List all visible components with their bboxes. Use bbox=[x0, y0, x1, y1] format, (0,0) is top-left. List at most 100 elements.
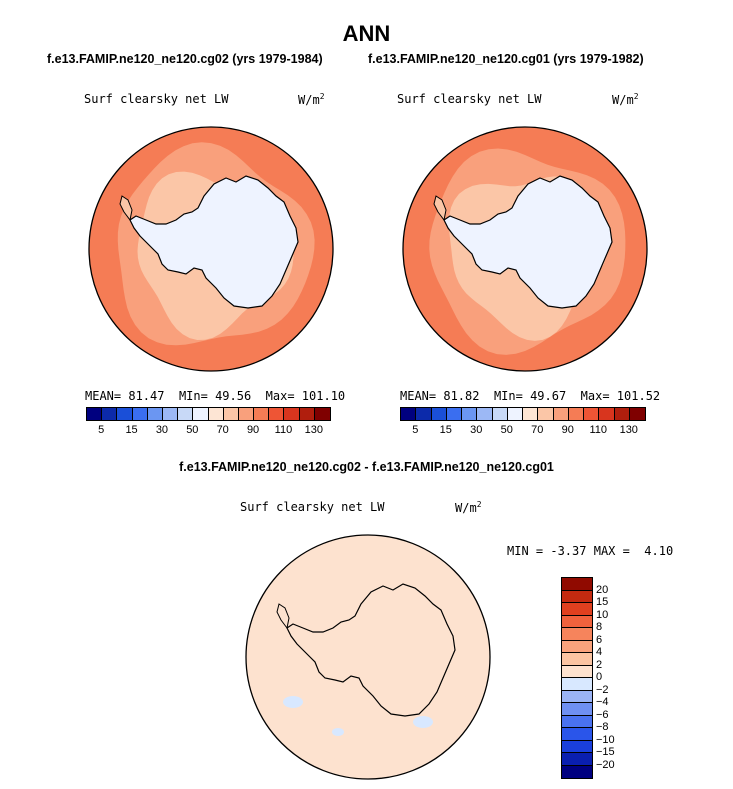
case-left-title: f.e13.FAMIP.ne120_ne120.cg02 (yrs 1979-1… bbox=[47, 52, 323, 66]
colorbar-cell bbox=[299, 408, 315, 420]
coastline bbox=[286, 583, 456, 717]
panel-right-label: Surf clearsky net LW bbox=[397, 92, 542, 106]
colorbar-level-label: 15 bbox=[596, 596, 609, 608]
colorbar-cell bbox=[431, 408, 447, 420]
colorbar-cell bbox=[553, 408, 569, 420]
colorbar-cell bbox=[208, 408, 224, 420]
colorbar-cell bbox=[562, 728, 592, 741]
stats-diff: MIN = -3.37 MAX = 4.10 bbox=[507, 544, 674, 558]
colorbar-level-label: −10 bbox=[596, 733, 615, 746]
colorbar-tick-label: 70 bbox=[216, 424, 229, 436]
colorbar-level-label: −6 bbox=[596, 708, 609, 721]
panel-right-units: W/m2 bbox=[612, 92, 639, 107]
colorbar-cell bbox=[87, 408, 103, 420]
colorbar-cell bbox=[562, 615, 592, 628]
colorbar-right bbox=[400, 407, 646, 421]
colorbar-level-label: 4 bbox=[596, 646, 603, 658]
colorbar-cell bbox=[477, 408, 493, 420]
colorbar-level-label: −20 bbox=[596, 758, 615, 771]
colorbar-tick-label: 50 bbox=[186, 424, 199, 436]
colorbar-tick-label: 90 bbox=[246, 424, 260, 436]
antarctic-peninsula bbox=[119, 195, 133, 222]
colorbar-cell bbox=[538, 408, 554, 420]
colorbar-cell bbox=[562, 715, 592, 728]
colorbar-cell bbox=[269, 408, 285, 420]
colorbar-cell bbox=[401, 408, 417, 420]
colorbar-cell bbox=[562, 678, 592, 691]
colorbar-cell bbox=[178, 408, 194, 420]
colorbar-tick-label: 5 bbox=[412, 424, 419, 436]
zone-positive-patches-3 bbox=[273, 556, 333, 588]
page-title: ANN bbox=[342, 21, 391, 46]
colorbar-cell bbox=[584, 408, 600, 420]
map-border bbox=[245, 534, 491, 780]
colorbar-cell bbox=[562, 665, 592, 678]
colorbar-left bbox=[86, 407, 331, 421]
colorbar-cell bbox=[562, 690, 592, 703]
colorbar-cell bbox=[523, 408, 539, 420]
colorbar-level-label: 8 bbox=[596, 621, 603, 633]
colorbar-cell bbox=[562, 703, 592, 716]
colorbar-cell bbox=[117, 408, 133, 420]
stats-left: MEAN= 81.47 MIn= 49.56 Max= 101.10 bbox=[85, 389, 346, 403]
colorbar-tick-label: 15 bbox=[125, 424, 138, 436]
colorbar-tick-label: 50 bbox=[500, 424, 513, 436]
zone-continent bbox=[129, 175, 299, 309]
map-left bbox=[88, 126, 334, 372]
colorbar-level-label: −15 bbox=[596, 746, 615, 758]
zone-positive-patches-0 bbox=[353, 594, 433, 650]
colorbar-cell bbox=[562, 578, 592, 591]
colorbar-tick-label: 70 bbox=[531, 424, 544, 436]
colorbar-cell bbox=[629, 408, 645, 420]
colorbar-cell bbox=[102, 408, 118, 420]
colorbar-cell bbox=[223, 408, 239, 420]
zone-positive-patches-1 bbox=[408, 648, 468, 716]
zone-positive-patches-2 bbox=[275, 722, 351, 762]
colorbar-tick-label: 130 bbox=[619, 424, 638, 436]
colorbar-level-label: −4 bbox=[596, 696, 609, 708]
colorbar-diff bbox=[561, 577, 593, 779]
colorbar-tick-label: 5 bbox=[98, 424, 105, 436]
antarctic-peninsula bbox=[433, 195, 447, 222]
colorbar-cell bbox=[562, 603, 592, 616]
colorbar-cell bbox=[562, 753, 592, 766]
colorbar-cell bbox=[599, 408, 615, 420]
colorbar-cell bbox=[254, 408, 270, 420]
colorbar-cell bbox=[562, 590, 592, 603]
colorbar-level-label: −2 bbox=[596, 683, 609, 696]
zone-negative-patches-1 bbox=[413, 716, 433, 728]
colorbar-cell bbox=[562, 653, 592, 666]
map-border bbox=[402, 126, 648, 372]
colorbar-cell bbox=[562, 640, 592, 653]
colorbar-cell bbox=[132, 408, 148, 420]
panel-left-label: Surf clearsky net LW bbox=[84, 92, 229, 106]
colorbar-cell bbox=[562, 740, 592, 753]
panel-diff-units: W/m2 bbox=[455, 500, 482, 515]
colorbar-cell bbox=[614, 408, 630, 420]
colorbar-cell bbox=[147, 408, 163, 420]
colorbar-cell bbox=[162, 408, 179, 420]
colorbar-cell bbox=[562, 765, 592, 778]
colorbar-level-label: 20 bbox=[596, 583, 609, 596]
panel-diff-label: Surf clearsky net LW bbox=[240, 500, 385, 514]
map-border bbox=[88, 126, 334, 372]
colorbar-cell bbox=[562, 628, 592, 641]
stats-right: MEAN= 81.82 MIn= 49.67 Max= 101.52 bbox=[400, 389, 661, 403]
colorbar-cell bbox=[568, 408, 584, 420]
colorbar-tick-label: 30 bbox=[470, 424, 483, 436]
colorbar-cell bbox=[193, 408, 209, 420]
colorbar-cell bbox=[416, 408, 432, 420]
antarctic-peninsula bbox=[276, 603, 290, 630]
colorbar-cell bbox=[446, 408, 462, 420]
colorbar-tick-label: 15 bbox=[439, 424, 452, 436]
zone-negative-patches-0 bbox=[283, 696, 303, 708]
colorbar-cell bbox=[462, 408, 478, 420]
colorbar-level-label: −8 bbox=[596, 721, 609, 733]
colorbar-cell bbox=[284, 408, 300, 420]
diff-title: f.e13.FAMIP.ne120_ne120.cg02 - f.e13.FAM… bbox=[179, 460, 554, 474]
colorbar-tick-label: 130 bbox=[304, 424, 323, 436]
colorbar-tick-label: 30 bbox=[155, 424, 169, 436]
colorbar-level-label: 2 bbox=[596, 658, 603, 671]
zone-positive-patches-5 bbox=[337, 662, 389, 702]
colorbar-level-label: 0 bbox=[596, 671, 603, 683]
